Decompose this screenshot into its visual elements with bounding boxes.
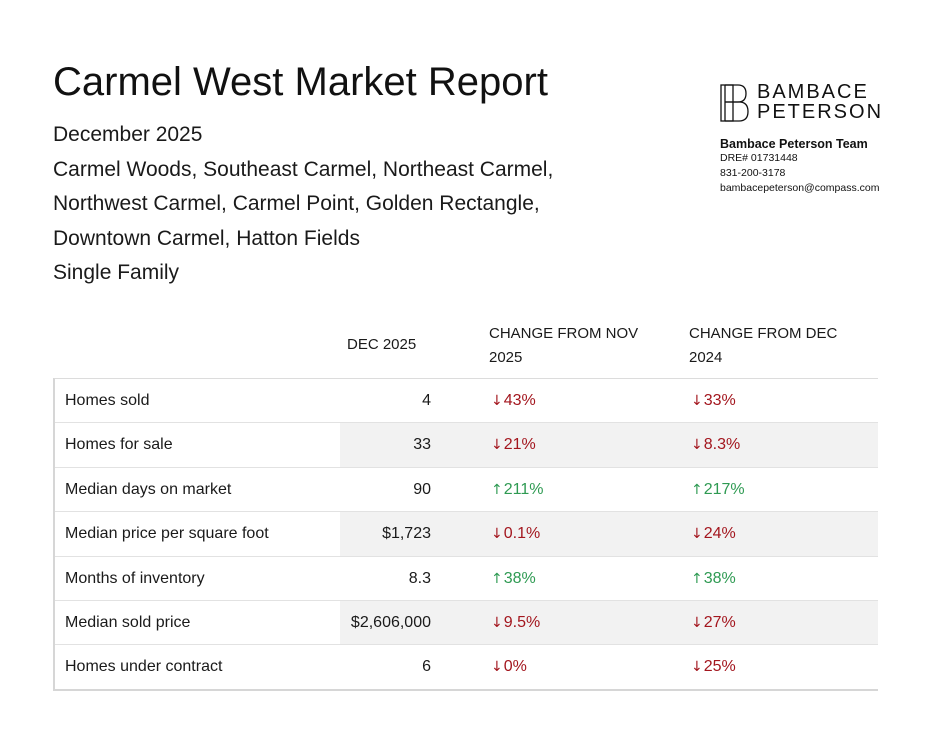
row-label: Median sold price	[65, 613, 191, 631]
row-current-value: $1,723	[382, 525, 431, 543]
row-current-value: 4	[422, 392, 431, 409]
arrow-down-icon: ↓	[491, 437, 503, 454]
change-from-year: ↓8.3%	[691, 423, 740, 466]
row-current-value: 6	[422, 658, 431, 676]
row-label: Homes under contract	[65, 658, 223, 676]
table-body: Homes sold 4 ↓43% ↓33% Homes for sale 33 ↓21% ↓…	[53, 378, 878, 691]
row-label: Median price per square foot	[65, 525, 269, 543]
change-from-month-value: 9.5%	[503, 613, 541, 631]
arrow-up-icon: ↑	[691, 570, 703, 587]
table-row: Median days on market 90 ↑211% ↑217%	[55, 468, 878, 513]
arrow-up-icon: ↑	[691, 481, 703, 498]
row-label: Homes for sale	[65, 436, 173, 454]
table-row: Homes for sale 33 ↓21% ↓8.3%	[55, 423, 878, 468]
change-from-year-value: 27%	[703, 613, 736, 631]
change-from-month: ↓0.1%	[491, 512, 540, 555]
change-from-month: ↑38%	[491, 557, 536, 600]
row-current-value: 8.3	[408, 569, 431, 587]
arrow-down-icon: ↓	[691, 614, 703, 631]
header-change-month: CHANGE FROM NOV 2025	[489, 325, 639, 366]
report-area-line-3: Downtown Carmel, Hatton Fields	[53, 226, 360, 250]
report-area-line-2: Northwest Carmel, Carmel Point, Golden R…	[53, 192, 540, 215]
row-label: Months of inventory	[65, 569, 205, 587]
report-period: December 2025	[53, 123, 203, 146]
arrow-down-icon: ↓	[491, 659, 503, 676]
change-from-year: ↓25%	[691, 645, 736, 688]
change-from-month-value: 0%	[503, 658, 527, 676]
change-from-year-value: 217%	[703, 480, 745, 498]
team-name: Bambace Peterson Team	[720, 137, 868, 151]
row-label: Homes sold	[65, 392, 150, 409]
change-from-year: ↓27%	[691, 601, 736, 644]
change-from-month-value: 211%	[503, 480, 544, 498]
change-from-month: ↓0%	[491, 645, 527, 688]
email-address: bambacepeterson@compass.com	[720, 182, 880, 194]
row-current-value: 90	[413, 480, 431, 498]
arrow-up-icon: ↑	[491, 481, 503, 498]
change-from-month: ↑211%	[491, 468, 543, 511]
change-from-year-value: 38%	[703, 569, 736, 587]
arrow-down-icon: ↓	[691, 659, 703, 676]
report-title: Carmel West Market Report	[53, 60, 548, 104]
brand-block: BAMBACE PETERSON Bambace Peterson Team D…	[720, 82, 920, 196]
report-subtitle: December 2025 Carmel Woods, Southeast Ca…	[53, 118, 653, 291]
change-from-month: ↓21%	[491, 423, 536, 466]
brand-wordmark-line-2: PETERSON	[757, 101, 884, 123]
header-change-year: CHANGE FROM DEC 2024	[689, 325, 838, 366]
table-row: Homes under contract 6 ↓0% ↓25%	[55, 645, 878, 688]
bp-monogram-icon	[720, 84, 749, 122]
brand-wordmark-line-1: BAMBACE	[757, 81, 869, 103]
phone-number: 831-200-3178	[720, 167, 786, 179]
change-from-year-value: 24%	[703, 525, 736, 543]
arrow-down-icon: ↓	[491, 614, 503, 631]
header-current-period: DEC 2025	[347, 336, 417, 353]
dre-number: DRE# 01731448	[720, 152, 798, 164]
brand-logo: BAMBACE PETERSON	[720, 82, 920, 124]
row-current-value: 33	[413, 436, 431, 454]
report-area-line-1: Carmel Woods, Southeast Carmel, Northeas…	[53, 157, 554, 181]
report-property-type: Single Family	[53, 261, 180, 284]
arrow-down-icon: ↓	[491, 526, 503, 543]
change-from-year-value: 25%	[703, 658, 736, 676]
market-stats-table: DEC 2025 CHANGE FROM NOV 2025 CHANGE FRO…	[53, 318, 878, 691]
change-from-month-value: 21%	[503, 436, 536, 454]
change-from-year: ↓24%	[691, 512, 736, 555]
change-from-year: ↑38%	[691, 557, 736, 600]
change-from-month: ↓43%	[491, 379, 536, 422]
table-row: Median sold price $2,606,000 ↓9.5% ↓27%	[55, 600, 878, 646]
change-from-year-value: 8.3%	[703, 436, 741, 454]
change-from-year: ↓33%	[691, 379, 736, 422]
arrow-down-icon: ↓	[691, 526, 703, 543]
table-header: DEC 2025 CHANGE FROM NOV 2025 CHANGE FRO…	[53, 318, 878, 378]
row-current-value: $2,606,000	[350, 613, 431, 631]
change-from-year-value: 33%	[703, 392, 736, 409]
change-from-month-value: 0.1%	[503, 525, 541, 543]
arrow-down-icon: ↓	[691, 437, 703, 454]
arrow-down-icon: ↓	[491, 393, 503, 409]
change-from-month-value: 43%	[503, 392, 536, 409]
table-row: Homes sold 4 ↓43% ↓33%	[55, 379, 878, 424]
brand-wordmark: BAMBACE PETERSON	[757, 82, 883, 122]
change-from-year: ↑217%	[691, 468, 745, 511]
change-from-month: ↓9.5%	[491, 601, 540, 644]
arrow-down-icon: ↓	[691, 393, 703, 409]
table-row: Months of inventory 8.3 ↑38% ↑38%	[55, 557, 878, 601]
table-row: Median price per square foot $1,723 ↓0.1% ↓…	[55, 512, 878, 557]
row-label: Median days on market	[65, 480, 232, 498]
arrow-up-icon: ↑	[491, 570, 503, 587]
change-from-month-value: 38%	[503, 569, 536, 587]
